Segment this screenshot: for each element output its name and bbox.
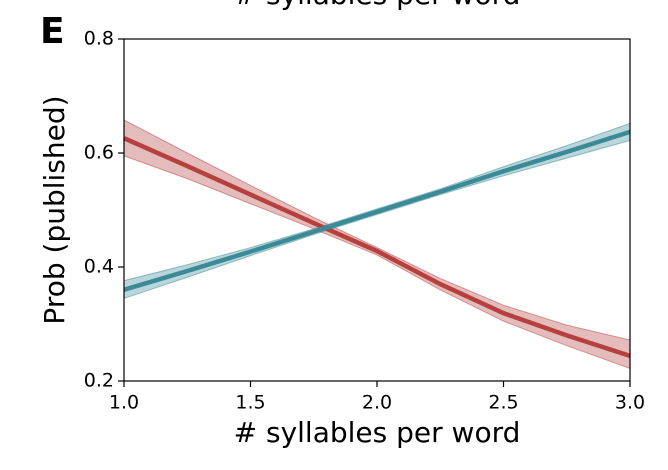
plot-area (123, 119, 631, 370)
y-tick-label: 0.6 (84, 142, 114, 164)
x-tick-label: 3.0 (615, 392, 645, 414)
x-tick-label: 1.5 (235, 392, 265, 414)
panel-label: E (40, 11, 65, 52)
y-axis-label: Prob (published) (38, 95, 71, 324)
x-tick-label: 1.0 (109, 392, 139, 414)
line (123, 136, 631, 359)
x-tick-label: 2.0 (362, 392, 392, 414)
x-axis-label: # syllables per word (234, 416, 521, 449)
x-tick-label: 2.5 (488, 392, 518, 414)
y-tick-label: 0.4 (84, 256, 114, 278)
line (123, 129, 631, 292)
chart-title: # syllables per word (234, 0, 521, 11)
y-tick-label: 0.2 (84, 370, 114, 392)
y-tick-label: 0.8 (84, 28, 114, 50)
